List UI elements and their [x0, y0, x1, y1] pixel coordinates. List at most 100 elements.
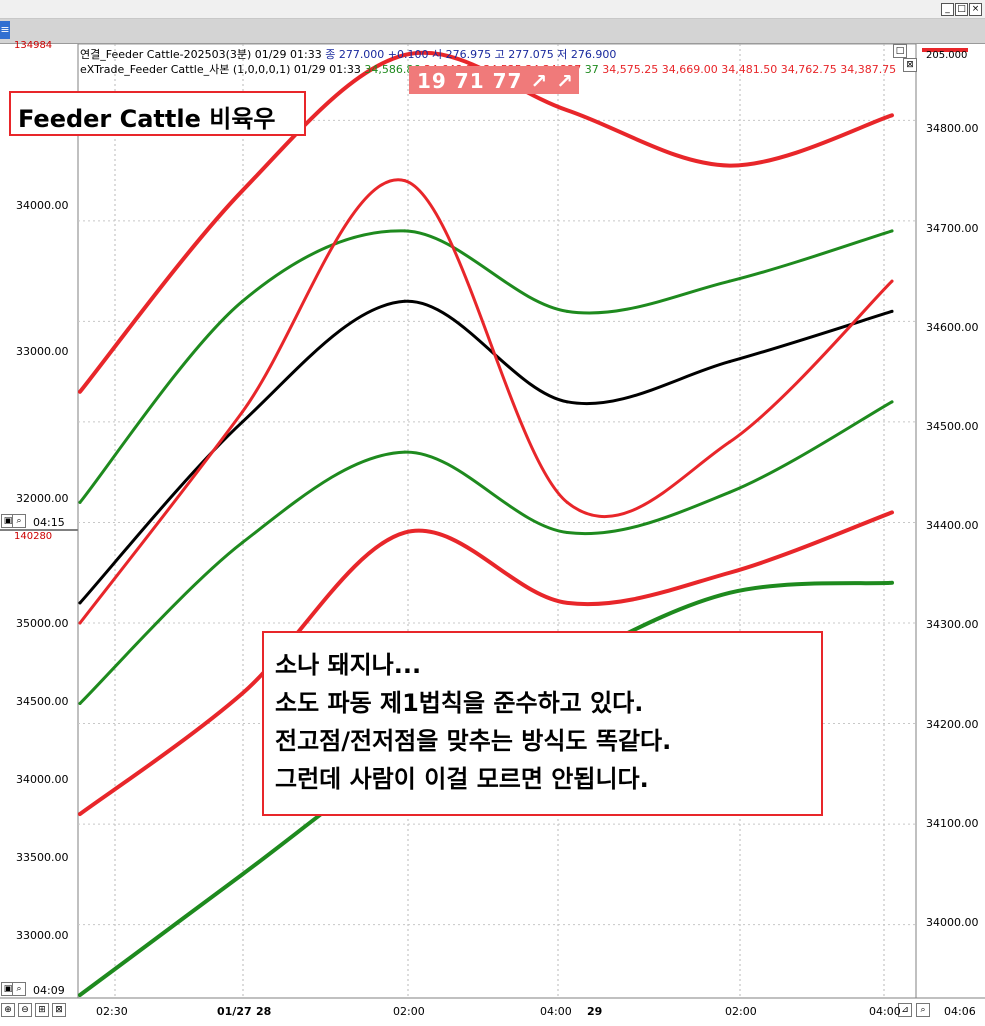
header-line1-prefix: 연결_Feeder Cattle-202503(3분) 01/29 01:33: [80, 48, 322, 61]
series-point: [728, 164, 732, 168]
note-line-3: 전고점/전저점을 맞추는 방식도 똑같다.: [275, 727, 672, 755]
indicator-value-red-b: 34,575.25 34,669.00 34,481.50 34,762.75 …: [602, 63, 897, 76]
series-line-lower-band: [78, 400, 894, 705]
header-line1: 연결_Feeder Cattle-202503(3분) 01/29 01:33 …: [80, 46, 616, 62]
left-top-tick: 32000.00: [16, 492, 69, 505]
note-line-1: 소나 돼지나...: [275, 651, 422, 679]
series-point: [890, 279, 894, 283]
series-point: [403, 299, 407, 303]
left-bottom-time: 04:09: [33, 984, 65, 997]
series-point: [78, 701, 82, 705]
indicator-value-green-b: 37: [584, 63, 599, 76]
series-point: [403, 450, 407, 454]
search-icon[interactable]: ⌕: [12, 982, 26, 996]
series-point: [240, 189, 244, 193]
indicator-value-green-a: 34,586.86: [364, 63, 421, 76]
chart-title: Feeder Cattle 비육우: [18, 105, 276, 133]
indicator-params: (1,0,0,0,1) 01/29 01:33: [232, 63, 361, 76]
title-box: Feeder Cattle 비육우: [9, 91, 306, 136]
left-bottom-tick: 33000.00: [16, 929, 69, 942]
series-point: [78, 812, 82, 816]
price-marker: [922, 48, 968, 52]
settings-icon[interactable]: ⊖: [18, 1003, 32, 1017]
series-point: [728, 571, 732, 575]
panel-arrows-icon[interactable]: ⊠: [903, 58, 917, 72]
menu-icon[interactable]: ≡: [0, 21, 10, 39]
series-line-lower-envelope: [78, 510, 894, 817]
right-time: 04:06: [944, 1005, 976, 1018]
left-top-label: 134984: [14, 40, 53, 51]
gridlines: [78, 44, 916, 998]
left-bottom-tick: 33500.00: [16, 851, 69, 864]
series-point: [565, 601, 569, 605]
right-tick: 34400.00: [926, 519, 979, 532]
search-icon[interactable]: ⌕: [12, 514, 26, 528]
left-top-tick: 34000.00: [16, 199, 69, 212]
series-point: [728, 279, 732, 283]
series-point: [240, 872, 244, 876]
close-pane-icon[interactable]: ⊠: [52, 1003, 66, 1017]
right-tick: 34600.00: [926, 321, 979, 334]
series-point: [890, 510, 894, 514]
search-icon[interactable]: ⌕: [916, 1003, 930, 1017]
series-point: [78, 993, 82, 997]
series-point: [728, 591, 732, 595]
series-point: [565, 400, 569, 404]
series-point: [728, 490, 732, 494]
left-bottom-label: 140280: [14, 531, 53, 542]
series-point: [728, 360, 732, 364]
x-tick: 29: [587, 1005, 603, 1018]
series-point: [78, 621, 82, 625]
nav-icon[interactable]: ⊕: [1, 1003, 15, 1017]
close-button[interactable]: ×: [969, 3, 982, 16]
series-point: [890, 113, 894, 117]
window-title-bar: _ □ ×: [0, 0, 985, 19]
right-top-label: 205.000: [926, 50, 968, 61]
right-tick: 34200.00: [926, 718, 979, 731]
note-line-2: 소도 파동 제1법칙을 준수하고 있다.: [275, 689, 644, 717]
series-point: [565, 309, 569, 313]
grid-icon[interactable]: ⊞: [35, 1003, 49, 1017]
zoom-icon[interactable]: ⊿: [898, 1003, 912, 1017]
series-point: [240, 299, 244, 303]
series-line-upper-band: [78, 229, 894, 504]
minimize-button[interactable]: _: [941, 3, 954, 16]
x-tick: 04:00: [540, 1005, 572, 1018]
note-box: 소나 돼지나... 소도 파동 제1법칙을 준수하고 있다. 전고점/전저점을 …: [262, 631, 823, 816]
series-point: [728, 440, 732, 444]
series-point: [565, 108, 569, 112]
header-line1-values: 종 277.000 +0.100 시 276.975 고 277.075 저 2…: [325, 48, 617, 61]
right-tick: 34700.00: [926, 222, 979, 235]
x-tick: 28: [256, 1005, 272, 1018]
chart-toolbar: [0, 19, 985, 44]
left-bottom-tick: 34500.00: [16, 695, 69, 708]
x-tick: 01/27: [217, 1005, 252, 1018]
series-point: [78, 390, 82, 394]
series-line-top-envelope: [78, 50, 894, 394]
restore-button[interactable]: □: [955, 3, 968, 16]
series-point: [78, 500, 82, 504]
series-point: [403, 531, 407, 535]
series-point: [403, 179, 407, 183]
series-point: [240, 420, 244, 424]
series-point: [565, 500, 569, 504]
signal-banner: 19 71 77 ↗ ↗: [409, 66, 579, 94]
right-tick: 34000.00: [926, 916, 979, 929]
series-point: [890, 309, 894, 313]
series-point: [240, 541, 244, 545]
left-top-time: 04:15: [33, 516, 65, 529]
left-bottom-tick: 34000.00: [16, 773, 69, 786]
indicator-name: eXTrade_Feeder Cattle_사본: [80, 63, 230, 76]
right-tick: 34800.00: [926, 122, 979, 135]
right-tick: 34500.00: [926, 420, 979, 433]
series-point: [403, 53, 407, 57]
x-tick: 02:00: [393, 1005, 425, 1018]
series-point: [240, 691, 244, 695]
series-point: [565, 531, 569, 535]
left-bottom-tick: 35000.00: [16, 617, 69, 630]
x-tick: 02:00: [725, 1005, 757, 1018]
series-point: [890, 581, 894, 585]
right-tick: 34300.00: [926, 618, 979, 631]
panel-restore-icon[interactable]: □: [893, 44, 907, 58]
